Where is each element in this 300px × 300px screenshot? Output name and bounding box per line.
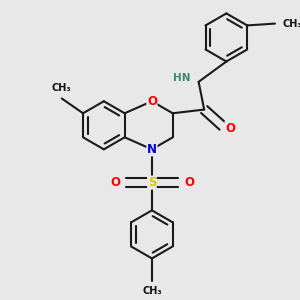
Text: O: O [225, 122, 235, 135]
Text: CH₃: CH₃ [142, 286, 162, 296]
Text: CH₃: CH₃ [282, 19, 300, 28]
Text: O: O [147, 95, 157, 108]
Text: O: O [184, 176, 194, 189]
Text: O: O [110, 176, 120, 189]
Text: CH₃: CH₃ [52, 83, 72, 93]
Text: HN: HN [173, 73, 191, 83]
Text: S: S [148, 176, 156, 189]
Text: N: N [147, 143, 157, 156]
